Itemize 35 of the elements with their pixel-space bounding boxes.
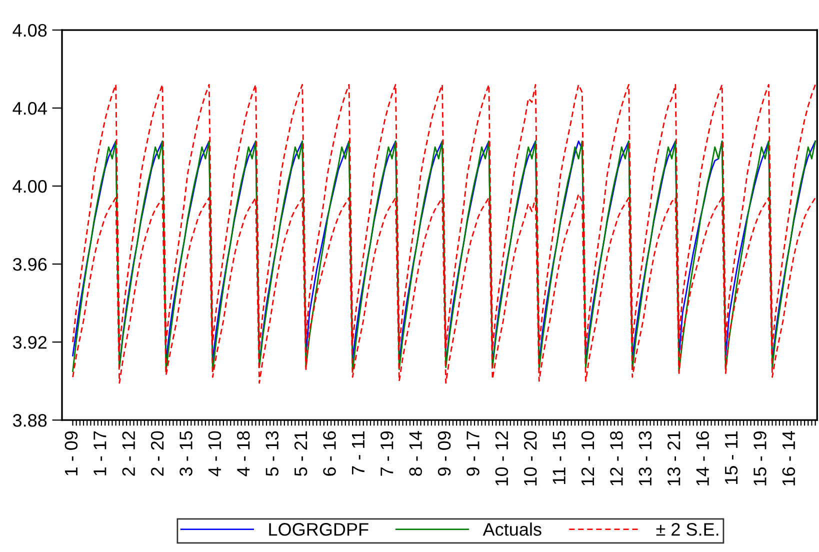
legend-label: Actuals	[482, 522, 542, 536]
x-tick-label: 1 - 17	[94, 431, 106, 476]
x-tick-label: 2 - 12	[122, 431, 135, 476]
x-tick-label: 10 - 20	[524, 431, 537, 486]
x-tick-label: 15 - 19	[754, 431, 766, 486]
y-tick-label: 4.08	[12, 24, 47, 37]
x-tick-label: 5 - 21	[294, 431, 308, 476]
x-tick-label: 10 - 12	[495, 431, 508, 486]
x-tick-label: 9 - 09	[438, 431, 451, 476]
x-tick-label: 7 - 19	[380, 431, 394, 476]
x-tick-label: 1 - 09	[64, 431, 78, 476]
x-tick-label: 11 - 15	[552, 431, 566, 484]
x-tick-label: 6 - 16	[323, 431, 336, 476]
y-tick-label: 3.92	[12, 336, 47, 349]
legend-label: LOGRGDPF	[269, 523, 368, 536]
x-tick-label: 9 - 17	[466, 431, 480, 476]
x-tick-label: 12 - 10	[581, 431, 594, 486]
y-tick-label: 4.00	[12, 180, 47, 193]
x-tick-label: 4 - 10	[208, 431, 222, 476]
x-tick-label: 16 - 14	[782, 431, 796, 486]
y-tick-label: 3.88	[12, 414, 47, 427]
legend-label: ± 2 S.E.	[656, 523, 718, 536]
x-tick-label: 3 - 15	[180, 431, 192, 476]
x-tick-label: 15 - 11	[725, 431, 738, 484]
x-tick-label: 4 - 18	[237, 431, 250, 476]
x-tick-label: 14 - 16	[696, 431, 709, 486]
y-tick-label: 4.04	[12, 102, 47, 115]
x-tick-label: 13 - 21	[667, 431, 680, 486]
x-tick-label: 12 - 18	[610, 431, 623, 486]
x-tick-label: 5 - 13	[266, 431, 278, 476]
x-tick-label: 2 - 20	[150, 431, 164, 476]
x-tick-label: 7 - 11	[352, 431, 364, 474]
x-tick-label: 13 - 13	[638, 431, 652, 486]
y-tick-label: 3.96	[12, 258, 47, 271]
x-tick-label: 8 - 14	[409, 431, 422, 476]
